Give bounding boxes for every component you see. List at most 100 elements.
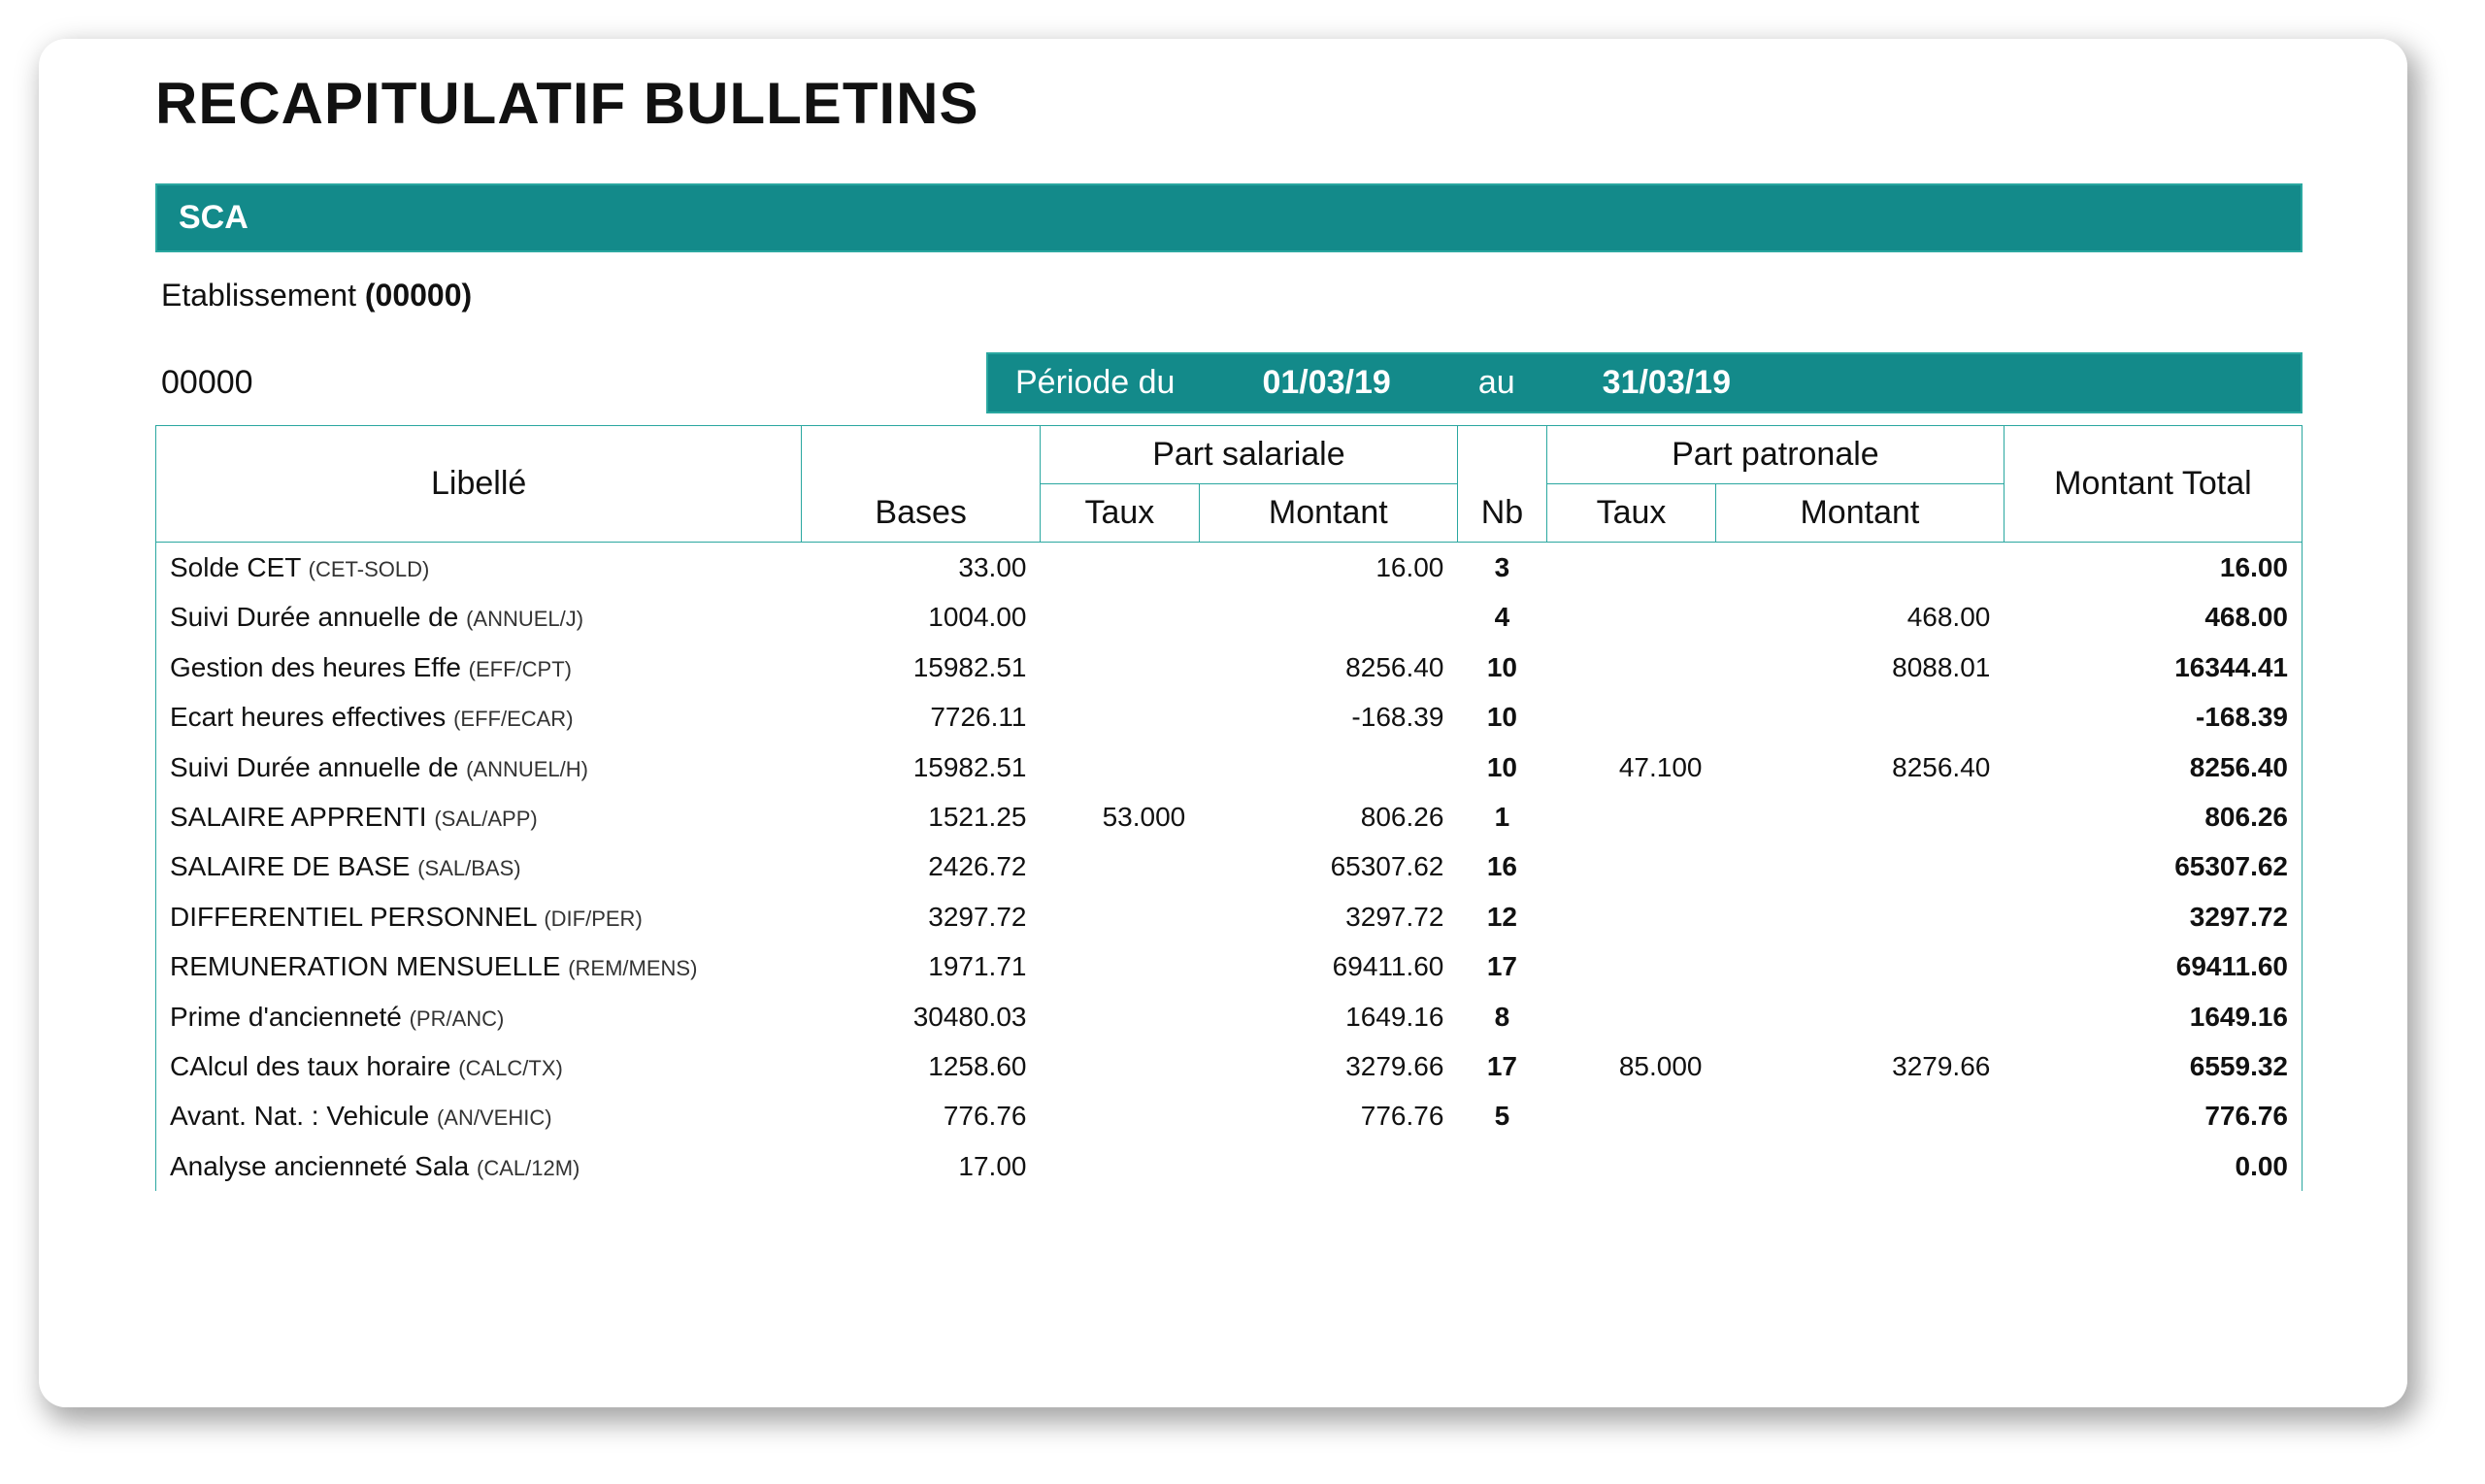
cell-montant-p [1716, 941, 2005, 991]
cell-total: 69411.60 [2004, 941, 2302, 991]
cell-total: 65307.62 [2004, 841, 2302, 891]
cell-taux-s [1040, 692, 1199, 742]
cell-nb: 5 [1457, 1091, 1546, 1140]
cell-bases: 7726.11 [802, 692, 1041, 742]
cell-libelle: Avant. Nat. : Vehicule (AN/VEHIC) [156, 1091, 802, 1140]
table-row: Solde CET (CET-SOLD)33.0016.00316.00 [156, 543, 2303, 593]
table-row: Prime d'ancienneté (PR/ANC)30480.031649.… [156, 992, 2303, 1041]
cell-total: 0.00 [2004, 1141, 2302, 1191]
cell-montant-s [1199, 1141, 1457, 1191]
th-taux-p: Taux [1547, 484, 1716, 543]
cell-total: 6559.32 [2004, 1041, 2302, 1091]
cell-nb: 17 [1457, 1041, 1546, 1091]
cell-bases: 30480.03 [802, 992, 1041, 1041]
cell-montant-s: 8256.40 [1199, 643, 1457, 692]
table-row: REMUNERATION MENSUELLE (REM/MENS)1971.71… [156, 941, 2303, 991]
cell-total: 16344.41 [2004, 643, 2302, 692]
cell-montant-p [1716, 543, 2005, 593]
th-nb: Nb [1457, 484, 1546, 543]
cell-montant-s: 69411.60 [1199, 941, 1457, 991]
cell-total: 468.00 [2004, 592, 2302, 642]
table-row: SALAIRE APPRENTI (SAL/APP)1521.2553.0008… [156, 792, 2303, 841]
cell-libelle: SALAIRE APPRENTI (SAL/APP) [156, 792, 802, 841]
cell-nb: 10 [1457, 643, 1546, 692]
cell-libelle: Solde CET (CET-SOLD) [156, 543, 802, 593]
cell-taux-s [1040, 543, 1199, 593]
cell-nb: 17 [1457, 941, 1546, 991]
cell-total: 3297.72 [2004, 892, 2302, 941]
th-bases: Bases [802, 484, 1041, 543]
cell-nb: 3 [1457, 543, 1546, 593]
cell-montant-p: 468.00 [1716, 592, 2005, 642]
cell-taux-p: 85.000 [1547, 1041, 1716, 1091]
cell-bases: 1258.60 [802, 1041, 1041, 1091]
etablissement-code: (00000) [365, 278, 472, 313]
cell-montant-p [1716, 692, 2005, 742]
cell-taux-p [1547, 841, 1716, 891]
th-libelle: Libellé [156, 426, 802, 543]
cell-bases: 1004.00 [802, 592, 1041, 642]
cell-libelle: Gestion des heures Effe (EFF/CPT) [156, 643, 802, 692]
document-card: RECAPITULATIF BULLETINS SCA Etablissemen… [39, 39, 2407, 1407]
cell-montant-s [1199, 742, 1457, 792]
table-row: CAlcul des taux horaire (CALC/TX)1258.60… [156, 1041, 2303, 1091]
cell-montant-p: 8088.01 [1716, 643, 2005, 692]
cell-montant-p: 8256.40 [1716, 742, 2005, 792]
cell-total: 1649.16 [2004, 992, 2302, 1041]
table-row: Suivi Durée annuelle de (ANNUEL/J)1004.0… [156, 592, 2303, 642]
period-row: 00000 Période du 01/03/19 au 31/03/19 [155, 352, 2303, 413]
cell-montant-p [1716, 892, 2005, 941]
cell-nb: 10 [1457, 692, 1546, 742]
cell-taux-s [1040, 992, 1199, 1041]
th-part-patronale: Part patronale [1547, 426, 2005, 484]
th-nb-blank [1457, 426, 1546, 484]
cell-bases: 2426.72 [802, 841, 1041, 891]
cell-nb: 10 [1457, 742, 1546, 792]
cell-nb [1457, 1141, 1546, 1191]
cell-nb: 8 [1457, 992, 1546, 1041]
cell-nb: 4 [1457, 592, 1546, 642]
cell-taux-s [1040, 841, 1199, 891]
th-bases-blank [802, 426, 1041, 484]
cell-taux-p [1547, 692, 1716, 742]
cell-nb: 16 [1457, 841, 1546, 891]
cell-montant-s [1199, 592, 1457, 642]
cell-taux-s [1040, 892, 1199, 941]
table-body: Solde CET (CET-SOLD)33.0016.00316.00Suiv… [156, 543, 2303, 1192]
cell-taux-s [1040, 1141, 1199, 1191]
cell-taux-s [1040, 941, 1199, 991]
period-band: Période du 01/03/19 au 31/03/19 [986, 352, 2303, 413]
cell-libelle: Analyse ancienneté Sala (CAL/12M) [156, 1141, 802, 1191]
cell-libelle: REMUNERATION MENSUELLE (REM/MENS) [156, 941, 802, 991]
cell-taux-p [1547, 592, 1716, 642]
cell-libelle: Suivi Durée annuelle de (ANNUEL/J) [156, 592, 802, 642]
cell-taux-s [1040, 742, 1199, 792]
cell-taux-p [1547, 892, 1716, 941]
cell-taux-p [1547, 941, 1716, 991]
cell-montant-s: 806.26 [1199, 792, 1457, 841]
cell-libelle: Ecart heures effectives (EFF/ECAR) [156, 692, 802, 742]
bulletin-table: Libellé Part salariale Part patronale Mo… [155, 425, 2303, 1191]
cell-montant-s: 1649.16 [1199, 992, 1457, 1041]
cell-taux-p [1547, 543, 1716, 593]
th-montant-s: Montant [1199, 484, 1457, 543]
cell-bases: 3297.72 [802, 892, 1041, 941]
cell-total: 776.76 [2004, 1091, 2302, 1140]
cell-total: 8256.40 [2004, 742, 2302, 792]
cell-libelle: DIFFERENTIEL PERSONNEL (DIF/PER) [156, 892, 802, 941]
cell-montant-p [1716, 1091, 2005, 1140]
th-taux-s: Taux [1040, 484, 1199, 543]
period-end: 31/03/19 [1603, 364, 1731, 402]
period-conj: au [1478, 364, 1515, 402]
table-row: SALAIRE DE BASE (SAL/BAS)2426.7265307.62… [156, 841, 2303, 891]
cell-taux-s: 53.000 [1040, 792, 1199, 841]
table-row: Analyse ancienneté Sala (CAL/12M)17.000.… [156, 1141, 2303, 1191]
cell-montant-p: 3279.66 [1716, 1041, 2005, 1091]
cell-bases: 1971.71 [802, 941, 1041, 991]
cell-taux-p [1547, 792, 1716, 841]
period-label: Période du [1015, 364, 1175, 402]
cell-montant-s: 16.00 [1199, 543, 1457, 593]
table-row: DIFFERENTIEL PERSONNEL (DIF/PER)3297.723… [156, 892, 2303, 941]
etablissement-line: Etablissement (00000) [161, 278, 2361, 313]
cell-taux-p [1547, 1141, 1716, 1191]
